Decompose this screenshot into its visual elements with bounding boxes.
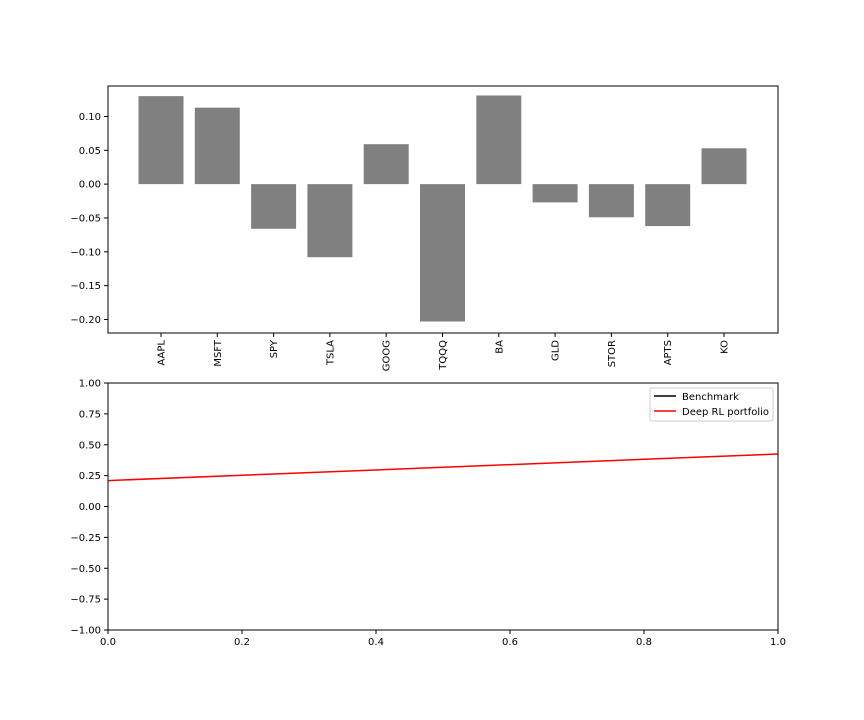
line-y-axis: 1.00 0.75 0.50 0.25 0.00 −0.25 −0.50 −0.75 −1.00 xyxy=(70,379,108,637)
bar-x-tick-label: TSLA xyxy=(325,340,336,366)
bar-x-tick-label: APTS xyxy=(663,340,674,365)
bar-chart: 0.10 0.05 0.00 −0.05 −0.10 −0.15 −0.20 AAPL MSF… xyxy=(70,85,779,371)
line-y-tick-label: −0.50 xyxy=(70,564,101,575)
bar-x-tick-label: GLD xyxy=(551,340,562,361)
line-series-group xyxy=(107,453,779,482)
bar-x-axis: AAPL MSFT SPY TSLA GOOG TQQQ BA GLD STOR APTS KO xyxy=(157,333,731,371)
bar-goog xyxy=(363,144,409,185)
bar-tsla xyxy=(307,184,353,258)
bar-gld xyxy=(532,184,578,203)
bar-y-tick-label: −0.10 xyxy=(70,247,101,258)
bar-y-tick-label: 0.05 xyxy=(79,146,101,157)
legend-benchmark-label: Benchmark xyxy=(682,392,739,403)
bar-spy xyxy=(251,184,297,229)
line-y-tick-label: 1.00 xyxy=(79,379,101,390)
line-y-tick-label: −1.00 xyxy=(70,626,101,637)
bar-aapl xyxy=(138,96,184,185)
bar-y-tick-label: −0.15 xyxy=(70,281,101,292)
legend-deep-rl-label: Deep RL portfolio xyxy=(682,407,769,418)
bar-y-tick-label: 0.00 xyxy=(79,180,101,191)
bar-x-tick-label: AAPL xyxy=(157,340,168,366)
bar-series xyxy=(138,95,747,322)
bar-y-tick-label: −0.20 xyxy=(70,315,101,326)
line-x-tick-label: 0.2 xyxy=(234,637,250,648)
bar-x-tick-label: TQQQ xyxy=(438,340,449,371)
legend-box xyxy=(649,387,774,422)
bar-plot-frame xyxy=(107,85,779,334)
line-x-tick-label: 0.6 xyxy=(502,637,518,648)
bar-y-tick-label: 0.10 xyxy=(79,112,101,123)
bar-stor xyxy=(588,184,634,218)
bar-x-tick-label: BA xyxy=(494,340,505,354)
bar-y-axis: 0.10 0.05 0.00 −0.05 −0.10 −0.15 −0.20 xyxy=(70,112,108,326)
line-x-tick-label: 0.0 xyxy=(100,637,116,648)
bar-x-tick-label: SPY xyxy=(269,339,280,358)
line-x-tick-label: 0.4 xyxy=(368,637,384,648)
line-x-axis: 0.0 0.2 0.4 0.6 0.8 1.0 xyxy=(100,630,786,648)
line-plot-frame xyxy=(107,382,779,631)
line-series-deep-rl-portfolio xyxy=(107,453,779,482)
bar-x-tick-label: STOR xyxy=(607,340,618,367)
bar-ko xyxy=(701,148,747,185)
line-x-tick-label: 1.0 xyxy=(770,637,786,648)
line-y-tick-label: 0.00 xyxy=(79,502,101,513)
bar-x-tick-label: GOOG xyxy=(382,340,393,371)
line-chart: 1.00 0.75 0.50 0.25 0.00 −0.25 −0.50 −0.75 −1.00… xyxy=(70,379,786,649)
bar-tqqq xyxy=(420,184,465,322)
bar-ba xyxy=(476,95,522,185)
line-x-tick-label: 0.8 xyxy=(636,637,652,648)
line-y-tick-label: 0.25 xyxy=(79,471,101,482)
bar-y-tick-label: −0.05 xyxy=(70,213,101,224)
bar-msft xyxy=(194,107,240,185)
line-y-tick-label: −0.25 xyxy=(70,533,101,544)
legend: Benchmark Deep RL portfolio xyxy=(649,387,774,422)
bar-apts xyxy=(645,184,691,227)
bar-x-tick-label: MSFT xyxy=(213,339,224,367)
bar-x-tick-label: KO xyxy=(720,340,731,354)
line-y-tick-label: −0.75 xyxy=(70,595,101,606)
line-y-tick-label: 0.50 xyxy=(79,440,101,451)
line-y-tick-label: 0.75 xyxy=(79,409,101,420)
